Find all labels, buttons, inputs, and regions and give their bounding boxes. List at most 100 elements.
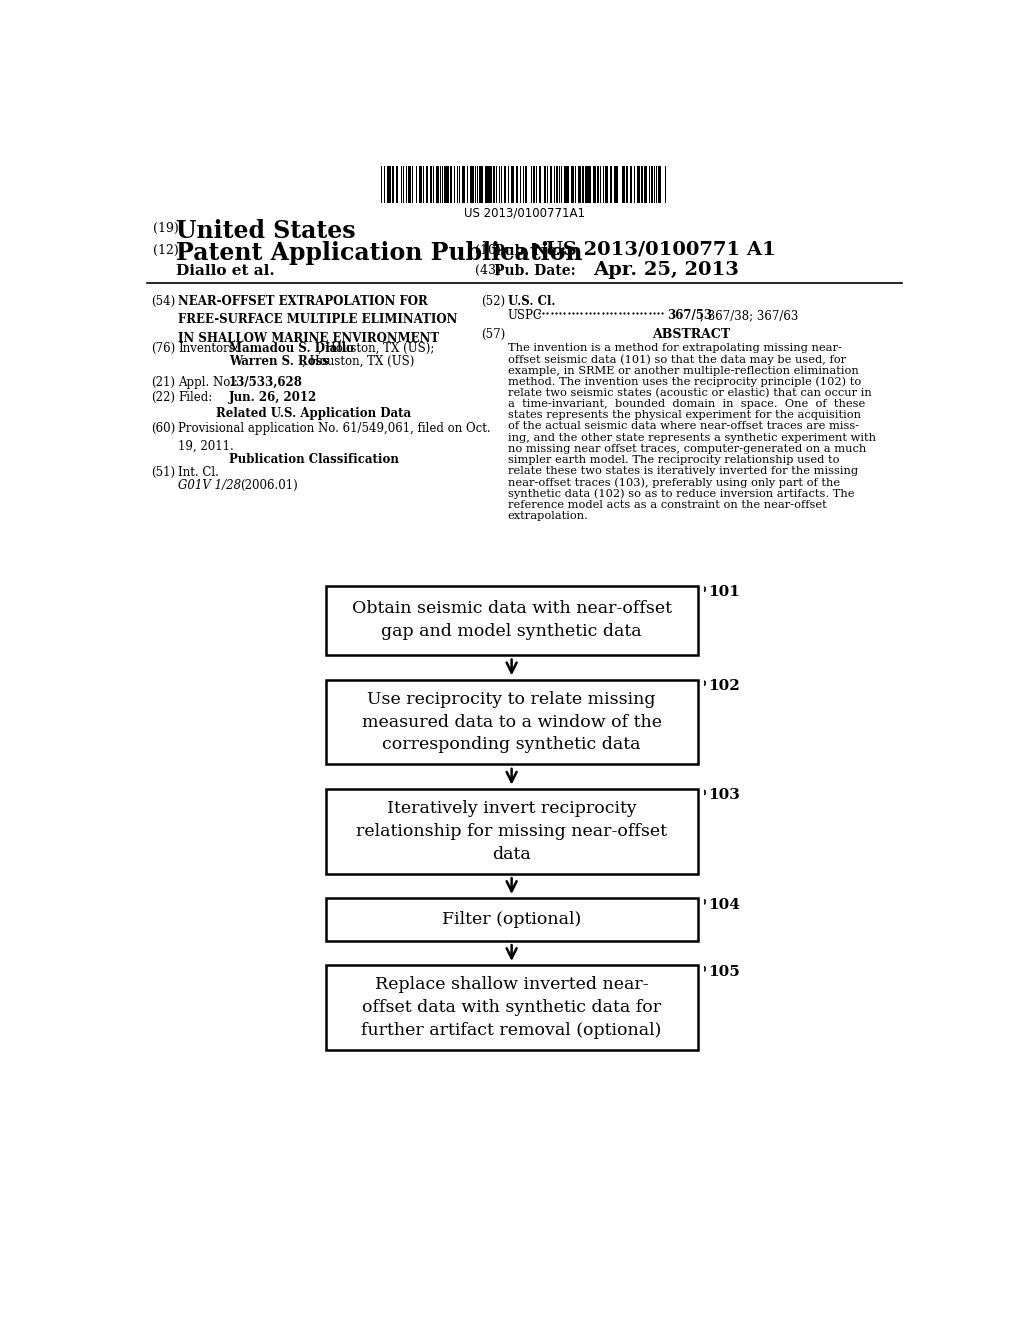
Text: (54): (54) — [152, 294, 175, 308]
Text: 104: 104 — [708, 898, 739, 912]
Text: Pub. No.:: Pub. No.: — [494, 244, 565, 257]
Text: United States: United States — [176, 219, 355, 243]
Bar — [470, 166, 474, 203]
Bar — [493, 166, 496, 203]
Bar — [392, 166, 394, 203]
Bar — [488, 166, 490, 203]
Bar — [387, 166, 391, 203]
Bar — [658, 166, 662, 203]
Text: The invention is a method for extrapolating missing near-: The invention is a method for extrapolat… — [508, 343, 842, 354]
Text: , Houston, TX (US);: , Houston, TX (US); — [317, 342, 434, 355]
Text: 102: 102 — [708, 678, 739, 693]
Text: Warren S. Ross: Warren S. Ross — [228, 355, 329, 368]
Text: (51): (51) — [152, 466, 175, 479]
Text: (60): (60) — [152, 422, 175, 434]
Text: Obtain seismic data with near-offset
gap and model synthetic data: Obtain seismic data with near-offset gap… — [351, 601, 672, 640]
Bar — [400, 166, 402, 203]
Text: 367/53: 367/53 — [667, 309, 712, 322]
Bar — [426, 166, 428, 203]
Bar — [515, 166, 518, 203]
Bar — [570, 166, 574, 203]
Bar — [644, 166, 646, 203]
Bar — [326, 789, 697, 874]
Text: Apr. 25, 2013: Apr. 25, 2013 — [593, 261, 739, 279]
Bar — [626, 166, 628, 203]
Bar — [504, 166, 506, 203]
Bar — [457, 166, 458, 203]
Text: near-offset traces (103), preferably using only part of the: near-offset traces (103), preferably usi… — [508, 478, 840, 488]
Bar — [412, 166, 414, 203]
Bar — [444, 166, 446, 203]
Bar — [547, 166, 548, 203]
Bar — [511, 166, 514, 203]
Text: US 2013/0100771A1: US 2013/0100771A1 — [464, 207, 586, 220]
Bar — [419, 166, 422, 203]
Text: Appl. No.:: Appl. No.: — [178, 376, 239, 388]
Bar — [641, 166, 643, 203]
Text: simpler earth model. The reciprocity relationship used to: simpler earth model. The reciprocity rel… — [508, 455, 840, 465]
Bar — [649, 166, 650, 203]
Text: ABSTRACT: ABSTRACT — [652, 327, 730, 341]
Bar — [605, 166, 607, 203]
Bar — [550, 166, 552, 203]
Text: 105: 105 — [708, 965, 739, 978]
Text: NEAR-OFFSET EXTRAPOLATION FOR
FREE-SURFACE MULTIPLE ELIMINATION
IN SHALLOW MARIN: NEAR-OFFSET EXTRAPOLATION FOR FREE-SURFA… — [178, 294, 458, 345]
Bar — [593, 166, 595, 203]
Text: Patent Application Publication: Patent Application Publication — [176, 240, 583, 265]
Text: Jun. 26, 2012: Jun. 26, 2012 — [228, 391, 317, 404]
Text: a  time-invariant,  bounded  domain  in  space.  One  of  these: a time-invariant, bounded domain in spac… — [508, 399, 865, 409]
Text: (57): (57) — [480, 327, 505, 341]
Bar — [436, 166, 438, 203]
Text: Use reciprocity to relate missing
measured data to a window of the
corresponding: Use reciprocity to relate missing measur… — [361, 690, 662, 754]
Text: (2006.01): (2006.01) — [241, 479, 298, 492]
Bar — [586, 166, 588, 203]
Text: 103: 103 — [708, 788, 739, 803]
Text: relate two seismic states (acoustic or elastic) that can occur in: relate two seismic states (acoustic or e… — [508, 388, 871, 399]
Text: method. The invention uses the reciprocity principle (102) to: method. The invention uses the reciproci… — [508, 376, 861, 387]
Bar — [614, 166, 617, 203]
Bar — [544, 166, 546, 203]
Bar — [637, 166, 640, 203]
Text: Inventors:: Inventors: — [178, 342, 240, 355]
Text: states represents the physical experiment for the acquisition: states represents the physical experimen… — [508, 411, 861, 420]
Text: Filter (optional): Filter (optional) — [442, 911, 582, 928]
Bar — [408, 166, 411, 203]
Text: Related U.S. Application Data: Related U.S. Application Data — [216, 407, 412, 420]
Text: USPC: USPC — [508, 309, 543, 322]
Text: (22): (22) — [152, 391, 175, 404]
Bar — [459, 166, 461, 203]
Bar — [589, 166, 591, 203]
Text: reference model acts as a constraint on the near-offset: reference model acts as a constraint on … — [508, 499, 826, 510]
Text: Replace shallow inverted near-
offset data with synthetic data for
further artif: Replace shallow inverted near- offset da… — [361, 977, 662, 1039]
Bar — [423, 166, 424, 203]
Bar — [622, 166, 625, 203]
Bar — [532, 166, 535, 203]
Text: (76): (76) — [152, 342, 175, 355]
Bar — [326, 680, 697, 764]
Bar — [539, 166, 541, 203]
Text: (12): (12) — [153, 244, 178, 257]
Bar — [462, 166, 464, 203]
Text: Filed:: Filed: — [178, 391, 213, 404]
Text: ; 367/38; 367/63: ; 367/38; 367/63 — [700, 309, 799, 322]
Text: of the actual seismic data where near-offset traces are miss-: of the actual seismic data where near-of… — [508, 421, 859, 432]
Text: Iteratively invert reciprocity
relationship for missing near-offset
data: Iteratively invert reciprocity relations… — [356, 800, 667, 863]
Bar — [597, 166, 599, 203]
Bar — [655, 166, 657, 203]
Text: relate these two states is iteratively inverted for the missing: relate these two states is iteratively i… — [508, 466, 858, 477]
Text: (21): (21) — [152, 376, 175, 388]
Text: Mamadou S. Diallo: Mamadou S. Diallo — [228, 342, 353, 355]
Text: Pub. Date:: Pub. Date: — [494, 264, 575, 279]
Text: example, in SRME or another multiple-reflection elimination: example, in SRME or another multiple-ref… — [508, 366, 858, 375]
Text: 101: 101 — [708, 585, 739, 599]
Bar — [430, 166, 432, 203]
Bar — [536, 166, 538, 203]
Bar — [451, 166, 452, 203]
Text: , Houston, TX (US): , Houston, TX (US) — [302, 355, 415, 368]
Bar — [326, 965, 697, 1051]
Text: U.S. Cl.: U.S. Cl. — [508, 294, 555, 308]
Bar — [447, 166, 449, 203]
Text: Diallo et al.: Diallo et al. — [176, 264, 274, 279]
Bar — [610, 166, 611, 203]
Text: (19): (19) — [153, 222, 178, 235]
